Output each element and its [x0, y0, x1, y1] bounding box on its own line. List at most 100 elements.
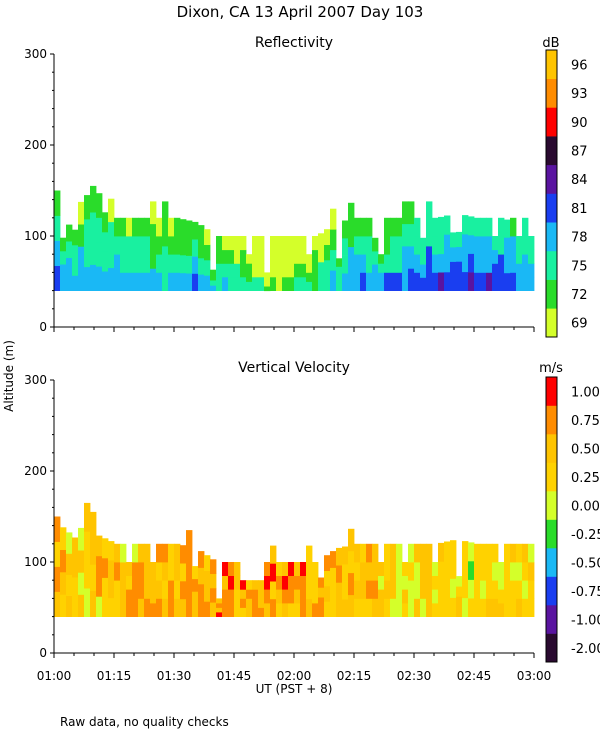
vertical-velocity-echo-cell [270, 545, 277, 564]
vertical-velocity-echo-cell [120, 562, 127, 581]
vertical-velocity-echo-cell [168, 562, 175, 581]
reflectivity-echo-cell [222, 236, 229, 251]
vertical-velocity-panel: Vertical Velocity m/s 0 100 200 300 01:00 01:… [24, 360, 600, 683]
reflectivity-echo-cell [360, 272, 367, 291]
reflectivity-echo-cell [66, 224, 73, 242]
reflectivity-echo-cell [258, 249, 265, 264]
reflectivity-echo-cell [354, 217, 361, 237]
vertical-velocity-y-tick-label: 200 [24, 464, 47, 478]
vertical-velocity-echo-cell [378, 575, 385, 590]
vertical-velocity-echo-cell [72, 577, 79, 598]
vertical-velocity-echo-cell [498, 603, 505, 617]
reflectivity-echo-cell [60, 250, 67, 265]
reflectivity-echo-cell [360, 217, 367, 237]
reflectivity-echo-cell [228, 263, 235, 278]
reflectivity-echo-cell [126, 236, 133, 255]
reflectivity-echo-cell [84, 218, 91, 244]
vertical-velocity-echo-cell [354, 598, 361, 617]
reflectivity-echo-cell [438, 272, 445, 291]
reflectivity-echo-cell [186, 238, 193, 256]
vertical-velocity-echo-cell [198, 583, 205, 601]
reflectivity-echo-cell [456, 246, 463, 262]
reflectivity-echo-cell [354, 254, 361, 273]
x-axis-label: UT (PST + 8) [256, 682, 333, 696]
reflectivity-colorbar-swatch [546, 222, 557, 252]
vertical-velocity-echo-cell [450, 597, 457, 617]
vertical-velocity-echo-cell [468, 579, 475, 599]
reflectivity-echo-cell [480, 272, 487, 291]
vertical-velocity-echo-cell [282, 603, 289, 617]
x-tick-label: 01:45 [217, 669, 252, 683]
vertical-velocity-echo-cell [492, 598, 499, 617]
vertical-velocity-echo-cell [264, 562, 271, 576]
vertical-velocity-echo-cell [126, 603, 133, 617]
reflectivity-echo-cell [270, 276, 277, 291]
reflectivity-echo-cell [204, 275, 211, 291]
vertical-velocity-echo-cell [420, 543, 427, 563]
vertical-velocity-echo-cell [522, 580, 529, 599]
reflectivity-colorbar: 69 72 75 78 81 84 87 90 93 96 [545, 49, 588, 338]
vertical-velocity-echo-cell [228, 603, 235, 617]
vertical-velocity-echo-cell [132, 562, 139, 581]
vertical-velocity-echo-cell [102, 577, 109, 598]
vertical-velocity-echo-cell [432, 589, 439, 604]
reflectivity-echo-cell [384, 236, 391, 255]
x-tick-label: 02:15 [337, 669, 372, 683]
reflectivity-echo-cell [522, 217, 529, 237]
vertical-velocity-echo-cell [156, 543, 163, 563]
reflectivity-echo-cell [192, 239, 199, 257]
reflectivity-echo-cell [492, 249, 499, 264]
vertical-velocity-echo-cell [204, 585, 211, 602]
vertical-velocity-echo-cell [144, 580, 151, 599]
vertical-velocity-echo-cell [186, 595, 193, 617]
reflectivity-echo-cell [378, 254, 385, 264]
vertical-velocity-echo-cell [288, 589, 295, 604]
reflectivity-echo-cell [168, 254, 175, 273]
vertical-velocity-echo-cell [204, 601, 211, 617]
reflectivity-echo-cell [186, 255, 193, 274]
vertical-velocity-echo-cell [306, 545, 313, 564]
vertical-velocity-echo-cell [444, 579, 451, 599]
reflectivity-colorbar-label: 87 [571, 144, 588, 159]
reflectivity-colorbar-label: 78 [571, 231, 588, 246]
reflectivity-echo-cell [210, 280, 217, 286]
vertical-velocity-echo-cell [444, 597, 451, 617]
reflectivity-echo-cell [192, 273, 199, 291]
reflectivity-echo-cell [246, 281, 253, 291]
reflectivity-title: Reflectivity [255, 35, 333, 51]
reflectivity-echo-cell [390, 236, 397, 255]
reflectivity-heatmap-field [54, 185, 535, 292]
reflectivity-echo-cell [222, 263, 229, 278]
vertical-velocity-echo-cell [108, 597, 115, 617]
vertical-velocity-echo-cell [174, 580, 181, 599]
reflectivity-echo-cell [138, 254, 145, 273]
vertical-velocity-echo-cell [276, 603, 283, 617]
reflectivity-echo-cell [288, 236, 295, 251]
reflectivity-echo-cell [252, 263, 259, 278]
reflectivity-echo-cell [210, 269, 217, 276]
reflectivity-echo-cell [372, 251, 379, 265]
reflectivity-echo-cell [102, 212, 109, 233]
vertical-velocity-echo-cell [192, 604, 199, 617]
reflectivity-echo-cell [282, 249, 289, 264]
vertical-velocity-echo-cell [336, 565, 343, 583]
reflectivity-echo-cell [132, 272, 139, 291]
reflectivity-echo-cell [90, 185, 97, 213]
vertical-velocity-echo-cell [210, 602, 217, 617]
vertical-velocity-echo-cell [438, 579, 445, 599]
reflectivity-colorbar-swatch [546, 193, 557, 223]
reflectivity-echo-cell [348, 246, 355, 270]
vertical-velocity-echo-cell [60, 549, 67, 573]
reflectivity-echo-cell [444, 271, 451, 291]
vertical-velocity-echo-cell [222, 603, 229, 617]
reflectivity-echo-cell [504, 219, 511, 238]
reflectivity-echo-cell [264, 286, 271, 292]
vertical-velocity-echo-cell [438, 598, 445, 617]
reflectivity-echo-cell [156, 217, 163, 237]
reflectivity-y-tick-label: 0 [39, 320, 47, 334]
reflectivity-echo-cell [402, 268, 409, 291]
vertical-velocity-echo-cell [204, 570, 211, 587]
reflectivity-echo-cell [198, 241, 205, 259]
reflectivity-echo-cell [234, 276, 241, 291]
reflectivity-echo-cell [180, 254, 187, 274]
